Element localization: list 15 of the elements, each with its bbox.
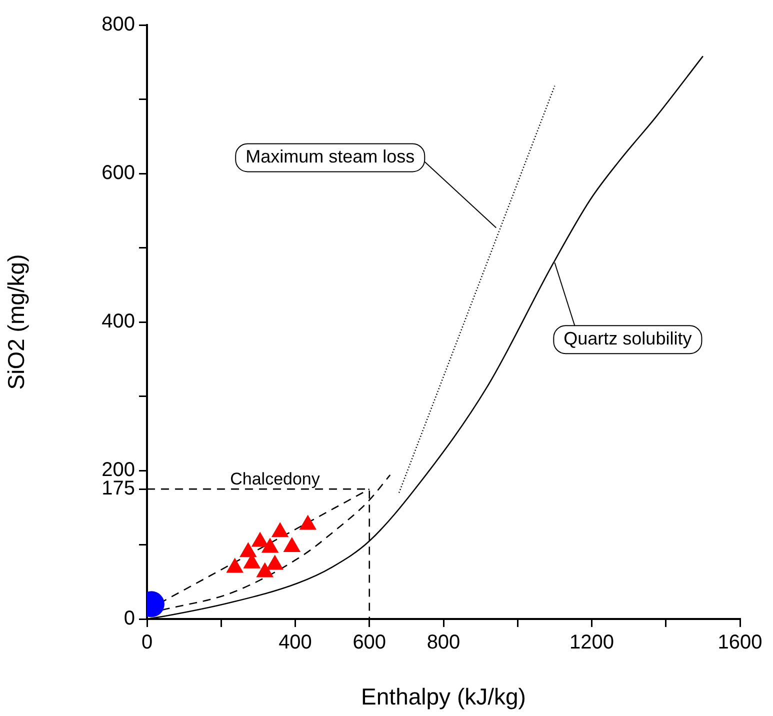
y-tick-label: 600 — [102, 162, 135, 184]
x-tick-label: 600 — [352, 632, 386, 654]
y-tick-label: 0 — [124, 608, 135, 630]
y-axis-title: SiO2 (mg/kg) — [3, 254, 30, 390]
y-tick-label: 400 — [102, 310, 135, 333]
x-tick-label: 400 — [278, 632, 312, 654]
x-axis-title: Enthalpy (kJ/kg) — [361, 684, 526, 710]
annotation: Chalcedony — [230, 470, 320, 489]
x-tick-label: 0 — [141, 632, 153, 654]
x-tick-label: 1600 — [718, 632, 762, 654]
x-tick-label: 800 — [426, 632, 460, 654]
x-tick-label: 1200 — [570, 632, 614, 654]
annotation: Maximum steam loss — [246, 146, 415, 167]
y-tick-label: 800 — [102, 14, 135, 36]
annotation: Quartz solubility — [564, 328, 692, 349]
